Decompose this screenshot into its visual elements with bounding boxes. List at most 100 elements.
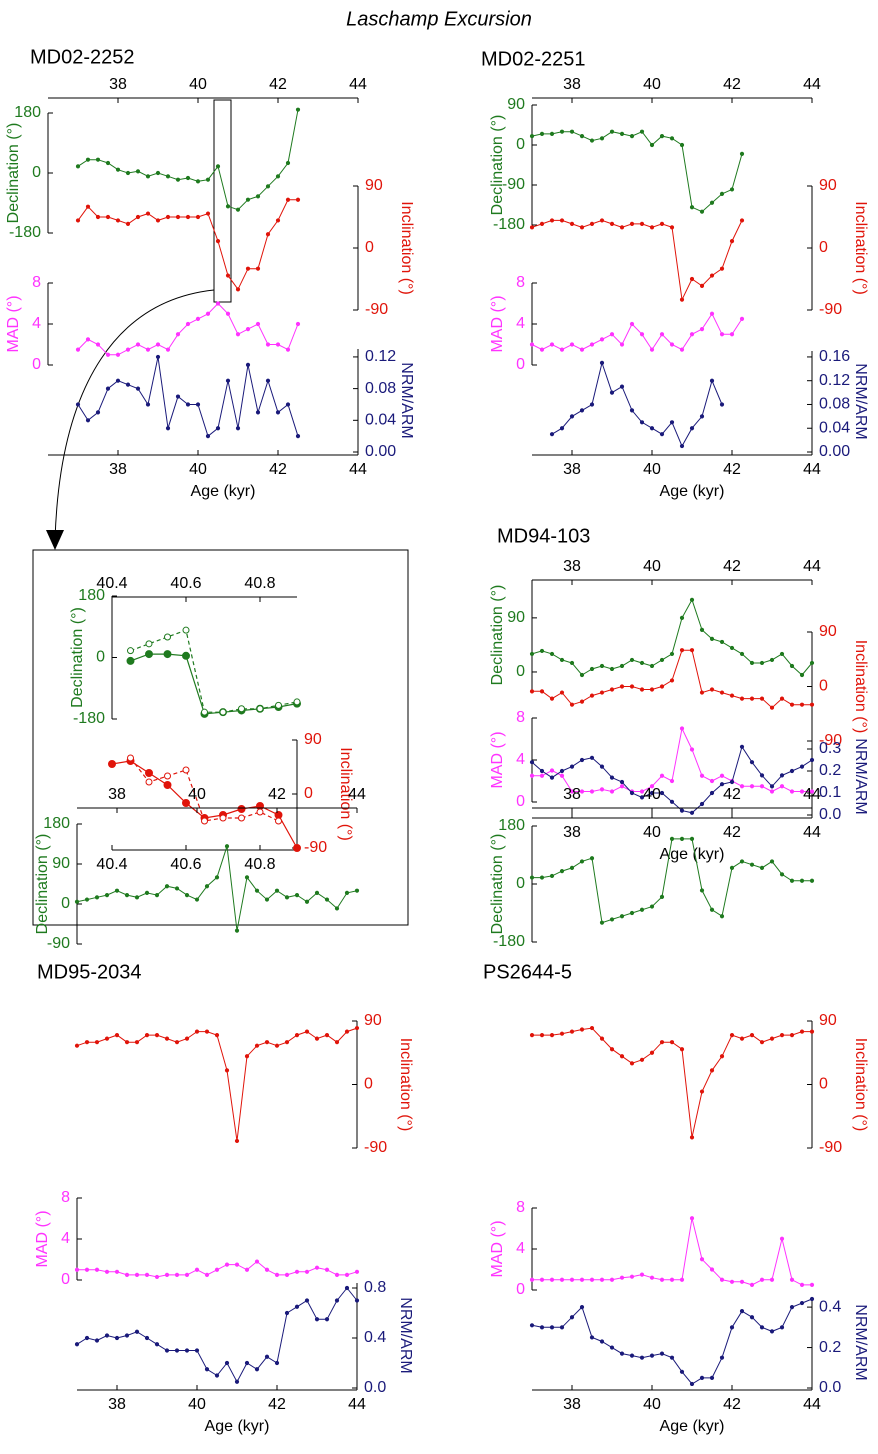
data-point (529, 1033, 535, 1038)
y-tick-label: 0.4 (364, 1329, 386, 1346)
data-point (699, 209, 705, 214)
y-axis-label: Declination (°) (34, 834, 51, 935)
data-point (284, 1040, 290, 1045)
data-point (205, 177, 211, 182)
data-point (324, 1033, 330, 1038)
data-point (639, 1355, 645, 1360)
data-point (709, 1267, 715, 1272)
data-point (649, 790, 655, 796)
data-point (699, 627, 705, 632)
data-point (699, 801, 705, 807)
data-point (559, 773, 565, 778)
data-point (529, 875, 535, 880)
zoom-arrow (54, 289, 215, 541)
data-point (789, 768, 795, 774)
x-tick-label: 42 (269, 461, 287, 478)
data-point (549, 651, 555, 657)
data-point (144, 1033, 150, 1038)
data-point (649, 663, 655, 669)
data-point (274, 1272, 280, 1277)
y-tick-label: 90 (364, 1012, 382, 1029)
data-point (225, 204, 231, 209)
data-point (274, 1043, 280, 1048)
data-point (539, 1325, 545, 1330)
data-point (295, 107, 301, 112)
data-point (284, 1310, 290, 1316)
data-point (609, 1047, 615, 1052)
data-point (569, 702, 575, 707)
data-point (689, 332, 695, 337)
data-point (324, 1317, 330, 1322)
panel-title: MD95-2034 (37, 961, 142, 983)
data-point (659, 657, 665, 663)
data-point (254, 1043, 260, 1048)
data-point (589, 693, 595, 698)
y-tick-label: -90 (304, 839, 327, 856)
y-tick-label: 90 (819, 1012, 837, 1029)
data-point (145, 211, 151, 216)
y-tick-label: -180 (9, 224, 41, 241)
data-point (254, 888, 260, 893)
data-point (729, 1033, 735, 1038)
y-tick-label: 0 (61, 895, 70, 912)
data-point (164, 884, 170, 889)
data-point (74, 899, 80, 904)
data-point (205, 211, 211, 216)
data-point (255, 266, 261, 271)
data-point (334, 1040, 340, 1045)
data-point (334, 1272, 340, 1277)
data-point (589, 138, 595, 143)
data-point (115, 352, 121, 357)
panel-title: PS2644-5 (483, 961, 572, 983)
data-point (219, 814, 227, 822)
data-point (74, 1342, 80, 1347)
data-point (609, 1345, 615, 1350)
data-point (589, 1025, 595, 1031)
data-point (127, 647, 134, 655)
data-point (659, 1277, 665, 1282)
data-point (689, 836, 695, 841)
data-point (639, 1272, 645, 1277)
inset-frame (32, 549, 409, 926)
data-point (619, 131, 625, 136)
data-point (165, 347, 171, 352)
y-tick-label: 90 (365, 177, 383, 194)
data-point (354, 888, 360, 893)
x-tick-label: 42 (723, 1396, 741, 1413)
y-axis-label: NRM/ARM (852, 1304, 869, 1380)
data-point (201, 817, 208, 825)
data-point (164, 1348, 170, 1353)
data-point (749, 696, 755, 701)
data-point (215, 426, 221, 431)
y-axis-label: Declination (°) (489, 834, 506, 935)
data-point (809, 878, 815, 883)
data-point (244, 1054, 250, 1059)
series-line (77, 199, 298, 291)
data-point (609, 390, 615, 395)
data-point (559, 1325, 565, 1330)
data-point (314, 1265, 320, 1270)
y-tick-label: 0 (96, 649, 105, 666)
data-point (709, 1068, 715, 1073)
data-point (195, 179, 201, 184)
data-point (579, 672, 585, 678)
x-axis-label: Age (kyr) (191, 483, 256, 500)
data-point (669, 651, 675, 657)
data-point (579, 408, 585, 413)
data-point (114, 888, 120, 893)
data-point (255, 321, 261, 327)
data-point (679, 615, 685, 620)
data-point (599, 360, 605, 365)
data-point (225, 378, 231, 383)
data-point (155, 354, 161, 360)
series-line (130, 757, 279, 822)
data-point (809, 1296, 815, 1302)
y-tick-label: 0.08 (819, 396, 850, 413)
data-point (609, 666, 615, 672)
data-point (559, 869, 565, 874)
data-point (274, 888, 280, 893)
data-point (184, 1036, 190, 1041)
x-tick-label: 44 (803, 461, 821, 478)
data-point (304, 1269, 310, 1274)
x-tick-label: 42 (723, 824, 741, 841)
